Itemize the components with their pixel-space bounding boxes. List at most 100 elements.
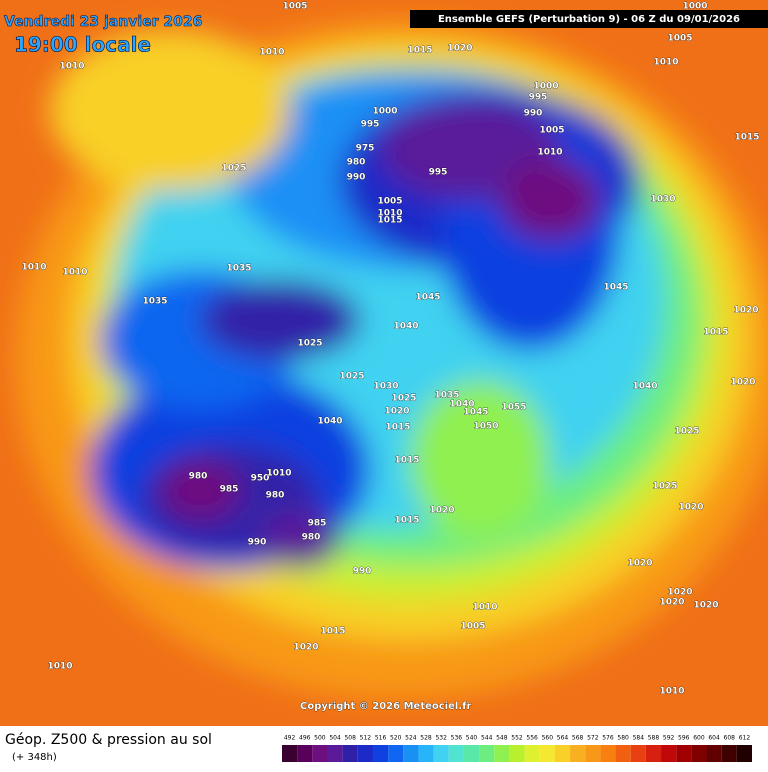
time: 19:00 locale (14, 33, 151, 57)
pressure-label: 1010 (259, 48, 284, 58)
scale-label: 512 (360, 735, 372, 742)
pressure-label: 1030 (650, 195, 675, 205)
pressure-label: 990 (353, 567, 372, 577)
scale-swatch (297, 745, 313, 762)
scale-swatch (282, 745, 298, 762)
scale-label: 608 (724, 735, 736, 742)
scale-swatch (524, 745, 540, 762)
pressure-label: 1000 (372, 107, 397, 117)
scale-label: 496 (299, 735, 311, 742)
pressure-label: 1020 (293, 643, 318, 653)
pressure-label: 980 (347, 158, 366, 168)
pressure-label: 1045 (603, 283, 628, 293)
pressure-label: 1040 (449, 400, 474, 410)
scale-label: 576 (602, 735, 614, 742)
pressure-label: 980 (302, 533, 321, 543)
scale-swatch (706, 745, 722, 762)
scale-label: 524 (405, 735, 417, 742)
pressure-label: 1020 (429, 506, 454, 516)
scale-swatch (630, 745, 646, 762)
scale-swatch (691, 745, 707, 762)
footer-lead: (+ 348h) (12, 752, 57, 763)
pressure-label: 1005 (539, 126, 564, 136)
pressure-label: 975 (356, 144, 375, 154)
pressure-label: 1010 (266, 469, 291, 479)
pressure-label: 1025 (339, 372, 364, 382)
scale-swatch (403, 745, 419, 762)
scale-label: 532 (435, 735, 447, 742)
scale-label: 604 (708, 735, 720, 742)
pressure-label: 1020 (678, 503, 703, 513)
pressure-label: 995 (529, 93, 548, 103)
scale-label: 596 (678, 735, 690, 742)
height-field (15, 20, 768, 700)
scale-label: 504 (329, 735, 341, 742)
pressure-label: 1020 (659, 598, 684, 608)
pressure-label: 980 (266, 491, 285, 501)
pressure-label: 1000 (533, 82, 558, 92)
pressure-label: 1015 (320, 627, 345, 637)
scale-swatch (539, 745, 555, 762)
scale-label: 540 (466, 735, 478, 742)
scale-label: 544 (481, 735, 493, 742)
scale-swatch (585, 745, 601, 762)
scale-swatch (615, 745, 631, 762)
pressure-label: 1055 (501, 403, 526, 413)
scale-swatch (570, 745, 586, 762)
scale-swatch (721, 745, 737, 762)
scale-label: 516 (375, 735, 387, 742)
scale-label: 600 (693, 735, 705, 742)
scale-swatch (372, 745, 389, 762)
pressure-label: 950 (251, 474, 270, 484)
pressure-label: 1015 (407, 46, 432, 56)
pressure-label: 1005 (377, 197, 402, 207)
pressure-label: 1035 (142, 297, 167, 307)
pressure-label: 1005 (667, 34, 692, 44)
pressure-label: 1045 (463, 408, 488, 418)
pressure-label: 1020 (384, 407, 409, 417)
scale-label: 536 (451, 735, 463, 742)
scale-label: 556 (526, 735, 538, 742)
pressure-label: 1010 (21, 263, 46, 273)
pressure-label: 1005 (282, 2, 307, 12)
scale-label: 612 (739, 735, 751, 742)
pressure-label: 1015 (394, 456, 419, 466)
scale-swatch (448, 745, 464, 762)
pressure-label: 990 (248, 538, 267, 548)
pressure-label: 1015 (703, 328, 728, 338)
pressure-label: 1020 (627, 559, 652, 569)
pressure-label: 1010 (653, 58, 678, 68)
scale-swatch (661, 745, 677, 762)
scale-swatch (554, 745, 571, 762)
pressure-label: 1050 (473, 422, 498, 432)
pressure-label: 985 (308, 519, 327, 529)
scale-swatch (479, 745, 495, 762)
pressure-label: 985 (220, 485, 239, 495)
pressure-label: 1030 (373, 382, 398, 392)
pressure-label: 1025 (297, 339, 322, 349)
pressure-label: 1020 (730, 378, 755, 388)
scale-label: 560 (542, 735, 554, 742)
scale-swatch (388, 745, 404, 762)
copyright: Copyright © 2026 Meteociel.fr (300, 701, 471, 712)
scale-label: 568 (572, 735, 584, 742)
pressure-label: 1035 (434, 391, 459, 401)
scale-label: 564 (557, 735, 569, 742)
pressure-label: 1010 (472, 603, 497, 613)
pressure-label: 1040 (317, 417, 342, 427)
pressure-label: 1010 (62, 268, 87, 278)
pressure-label: 1010 (537, 148, 562, 158)
scale-label: 588 (648, 735, 660, 742)
scale-swatch (494, 745, 510, 762)
pressure-label: 1010 (377, 209, 402, 219)
scale-swatch (433, 745, 449, 762)
scale-label: 520 (390, 735, 402, 742)
scale-swatch (357, 745, 373, 762)
pressure-label: 1010 (659, 687, 684, 697)
pressure-label: 1020 (667, 588, 692, 598)
pressure-label: 1045 (415, 293, 440, 303)
scale-swatch (312, 745, 328, 762)
pressure-label: 1025 (652, 482, 677, 492)
pressure-label: 1025 (391, 394, 416, 404)
